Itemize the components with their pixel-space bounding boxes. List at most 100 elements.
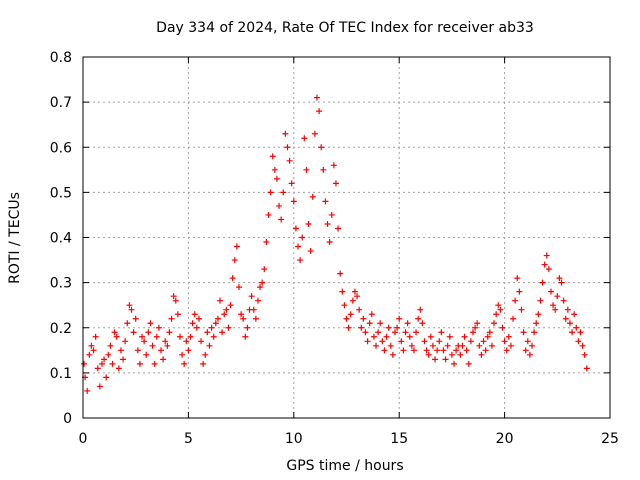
- data-point: [151, 360, 158, 367]
- data-point: [516, 288, 523, 295]
- data-point: [354, 293, 361, 300]
- data-point: [406, 333, 413, 340]
- data-point: [332, 180, 339, 187]
- data-point: [377, 320, 384, 327]
- data-point: [364, 338, 371, 345]
- data-point: [318, 144, 325, 151]
- data-point: [497, 306, 504, 313]
- data-point: [482, 347, 489, 354]
- data-point: [115, 365, 122, 372]
- data-point: [533, 320, 540, 327]
- tick-labels: 0 5 10 15 20 25 0 0.1 0.2 0.3 0.4 0.5 0.6 0.7 0.8: [50, 50, 619, 447]
- data-point: [556, 275, 563, 282]
- data-point: [276, 202, 283, 209]
- data-point: [402, 329, 409, 336]
- data-point: [341, 302, 348, 309]
- data-point: [442, 356, 449, 363]
- data-point: [351, 288, 358, 295]
- data-point: [537, 297, 544, 304]
- data-point: [493, 311, 500, 318]
- data-point: [539, 279, 546, 286]
- data-point: [117, 347, 124, 354]
- data-point: [425, 351, 432, 358]
- data-point: [301, 135, 308, 142]
- data-point: [453, 347, 460, 354]
- data-point: [261, 266, 268, 273]
- data-point: [101, 356, 108, 363]
- data-point: [326, 239, 333, 246]
- data-point: [564, 306, 571, 313]
- data-point: [214, 315, 221, 322]
- data-point: [204, 329, 211, 336]
- data-point: [467, 338, 474, 345]
- data-point: [465, 360, 472, 367]
- data-point: [383, 333, 390, 340]
- data-point: [573, 324, 580, 331]
- data-point: [330, 162, 337, 169]
- data-point: [322, 198, 329, 205]
- data-point: [153, 333, 160, 340]
- data-point: [474, 320, 481, 327]
- y-tick-label: 0.7: [50, 95, 72, 111]
- data-point: [436, 338, 443, 345]
- data-point: [259, 279, 266, 286]
- data-point: [391, 329, 398, 336]
- data-point: [313, 94, 320, 101]
- data-point: [292, 225, 299, 232]
- y-tick-label: 0.6: [50, 140, 72, 156]
- chart-title: Day 334 of 2024, Rate Of TEC Index for r…: [156, 20, 534, 36]
- data-point: [408, 342, 415, 349]
- data-point: [343, 315, 350, 322]
- data-point: [267, 189, 274, 196]
- data-point: [423, 347, 430, 354]
- data-point: [514, 275, 521, 282]
- data-point: [446, 333, 453, 340]
- data-point: [360, 315, 367, 322]
- data-point: [252, 315, 259, 322]
- data-point: [90, 347, 97, 354]
- data-point: [463, 347, 470, 354]
- data-point: [577, 329, 584, 336]
- data-point: [501, 338, 508, 345]
- data-point: [438, 329, 445, 336]
- data-point: [278, 216, 285, 223]
- data-point: [126, 302, 133, 309]
- data-point: [202, 351, 209, 358]
- data-point: [170, 293, 177, 300]
- data-point: [94, 365, 101, 372]
- data-point: [526, 351, 533, 358]
- data-point: [560, 297, 567, 304]
- y-tick-label: 0.5: [50, 185, 72, 201]
- data-point: [149, 342, 156, 349]
- data-point: [427, 333, 434, 340]
- data-point: [413, 329, 420, 336]
- data-point: [491, 320, 498, 327]
- x-tick-label: 20: [496, 431, 514, 447]
- data-point: [250, 306, 257, 313]
- data-point: [461, 333, 468, 340]
- data-point: [575, 338, 582, 345]
- data-point: [120, 356, 127, 363]
- data-point: [434, 347, 441, 354]
- data-point: [174, 311, 181, 318]
- data-point: [191, 311, 198, 318]
- data-point: [505, 333, 512, 340]
- data-point: [254, 297, 261, 304]
- data-point: [579, 342, 586, 349]
- data-point: [166, 329, 173, 336]
- data-point: [554, 293, 561, 300]
- data-point: [562, 315, 569, 322]
- data-point: [547, 288, 554, 295]
- data-point: [155, 324, 162, 331]
- data-point: [176, 333, 183, 340]
- data-point: [484, 333, 491, 340]
- data-point: [200, 360, 207, 367]
- grid-lines: [83, 57, 610, 418]
- data-point: [518, 306, 525, 313]
- data-point: [522, 347, 529, 354]
- data-point: [257, 284, 264, 291]
- data-point: [432, 356, 439, 363]
- data-point: [86, 351, 93, 358]
- data-point: [366, 320, 373, 327]
